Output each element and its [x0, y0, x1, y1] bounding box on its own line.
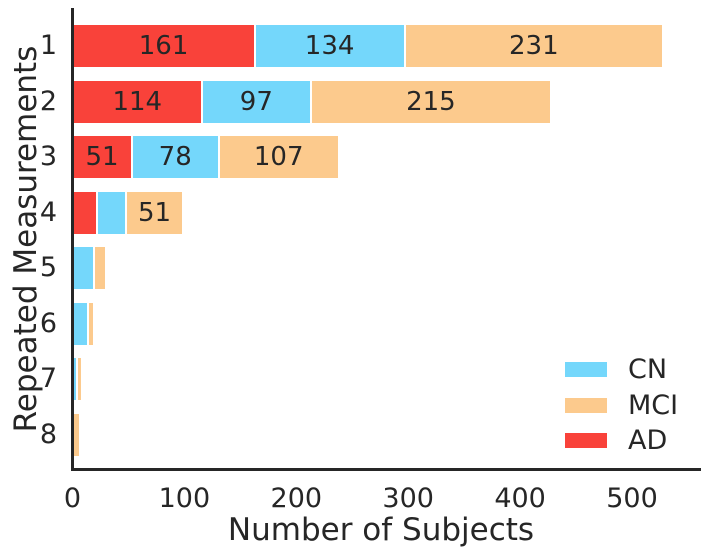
legend-label: CN: [628, 354, 668, 386]
y-tick-label: 3: [39, 141, 57, 172]
bar-segment-mci: 215: [309, 80, 551, 123]
bar-value-label: 231: [509, 31, 559, 61]
x-tick-label: 100: [158, 483, 211, 514]
legend-entry-mci: MCI: [565, 388, 678, 424]
bar-row: 51 78 107: [73, 136, 338, 178]
bar-segment-mci: 231: [403, 25, 663, 67]
y-axis-spine: [71, 8, 74, 471]
bar-segment-mci: [73, 413, 80, 456]
bar-segment-cn: [73, 247, 93, 289]
bar-row: [73, 358, 82, 400]
x-axis-label: Number of Subjects: [227, 512, 535, 548]
bar-segment-cn: [73, 302, 87, 345]
bar-row: [73, 413, 80, 456]
bar-value-label: 215: [406, 86, 456, 117]
bar-segment-ad: 161: [73, 25, 254, 67]
bar-row: 51: [73, 191, 183, 234]
legend-swatch-cn: [565, 362, 607, 378]
x-tick-label: 400: [494, 483, 546, 514]
bar-segment-cn: 78: [130, 136, 218, 178]
bar-value-label: 51: [85, 142, 119, 172]
x-tick-label: 300: [382, 483, 434, 514]
bar-segment-ad: [73, 191, 96, 234]
y-tick-label: 7: [39, 363, 57, 394]
legend-entry-cn: CN: [565, 352, 678, 388]
y-tick-label: 5: [39, 252, 57, 283]
x-tick-label: 0: [63, 483, 82, 514]
legend-swatch-mci: [565, 397, 607, 413]
y-tick-label: 4: [39, 196, 57, 228]
x-axis-spine: [71, 468, 701, 471]
bar-segment-ad: 114: [73, 80, 202, 123]
bar-row: [73, 247, 105, 289]
bar-segment-ad: 51: [73, 136, 131, 178]
bar-row: [73, 302, 93, 345]
legend-swatch-ad: [565, 433, 607, 449]
bar-segment-mci: [92, 247, 105, 289]
x-tick-label: 200: [270, 483, 323, 514]
legend: CN MCI AD: [565, 352, 678, 459]
legend-label: MCI: [628, 389, 679, 421]
y-tick-label: 6: [39, 307, 57, 339]
bar-value-label: 51: [137, 197, 172, 228]
y-tick-label: 2: [39, 85, 57, 117]
bar-value-label: 107: [253, 142, 304, 172]
bar-segment-mci: 51: [124, 191, 183, 234]
x-tick-label: 500: [606, 483, 658, 514]
bar-value-label: 78: [158, 142, 192, 172]
bar-segment-mci: 107: [217, 136, 338, 178]
y-tick-label: 8: [39, 418, 57, 450]
bar-segment-mci: [86, 302, 93, 345]
bar-value-label: 161: [138, 31, 189, 61]
bar-segment-mci: [75, 358, 82, 400]
y-tick-label: 1: [39, 30, 57, 61]
bar-row: 161 134 231: [73, 25, 663, 67]
bar-row: 114 97 215: [73, 80, 551, 123]
bar-value-label: 134: [304, 31, 355, 61]
legend-entry-ad: AD: [565, 423, 678, 459]
bar-segment-cn: 134: [253, 25, 404, 67]
bar-value-label: 97: [239, 86, 273, 117]
bar-segment-cn: 97: [201, 80, 310, 123]
bar-segment-cn: [95, 191, 125, 234]
bar-value-label: 114: [112, 86, 163, 117]
bar-segment-cn: [73, 358, 76, 400]
legend-label: AD: [628, 425, 668, 457]
